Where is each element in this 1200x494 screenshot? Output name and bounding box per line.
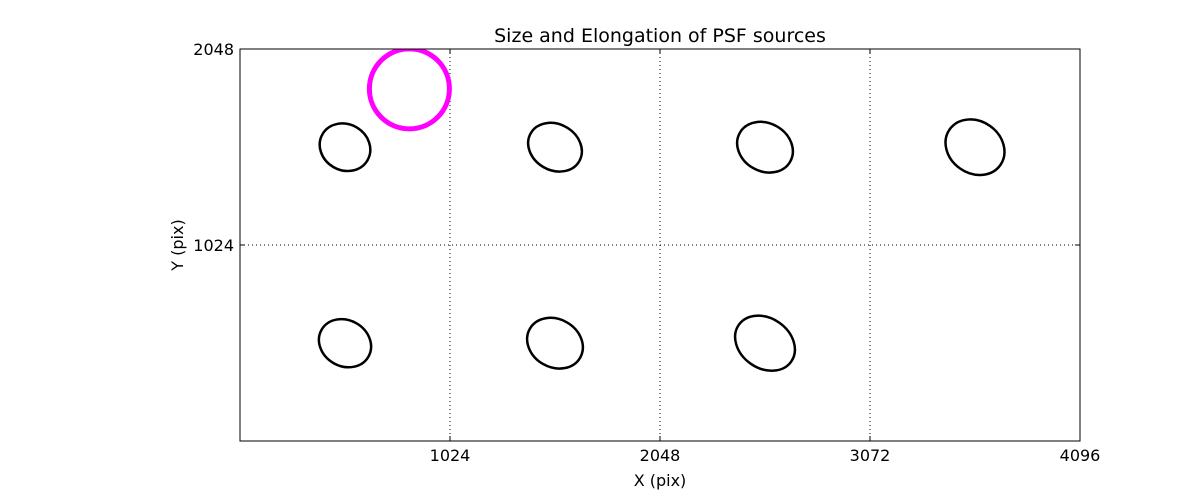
psf-source-ellipse xyxy=(526,121,584,173)
psf-source-ellipse xyxy=(944,118,1006,177)
x-tick-label: 2048 xyxy=(640,446,681,465)
psf-source-ellipse xyxy=(735,120,795,174)
psf-source-ellipse xyxy=(525,316,585,370)
psf-sources xyxy=(317,49,1006,372)
psf-source-ellipse xyxy=(733,314,797,372)
y-tick-label: 2048 xyxy=(193,40,234,59)
psf-source-ellipse xyxy=(318,122,372,173)
axis-ticks: 1024 2048 3072 4096 1024 2048 xyxy=(193,40,1100,465)
x-axis-label: X (pix) xyxy=(634,471,687,490)
y-tick-label: 1024 xyxy=(193,236,234,255)
x-tick-label: 3072 xyxy=(850,446,891,465)
y-axis-label: Y (pix) xyxy=(168,219,187,271)
reference-psf-circle xyxy=(366,49,452,132)
x-tick-label: 1024 xyxy=(430,446,471,465)
chart-title: Size and Elongation of PSF sources xyxy=(494,25,826,47)
psf-source-ellipse xyxy=(317,317,373,369)
x-tick-label: 4096 xyxy=(1060,446,1101,465)
